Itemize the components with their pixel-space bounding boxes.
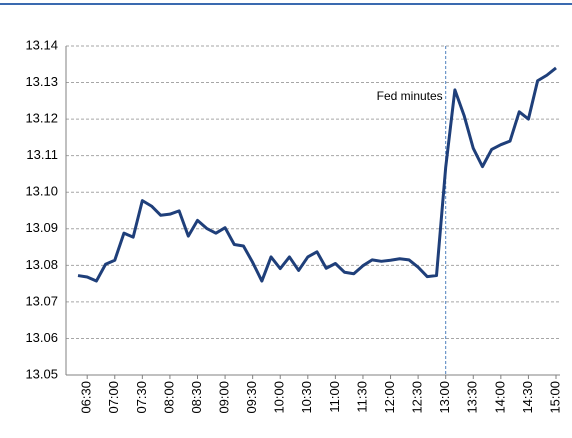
x-tick-label: 12:00 (382, 381, 397, 414)
y-tick-label: 13.05 (25, 366, 58, 381)
y-tick-label: 13.06 (25, 330, 58, 345)
x-tick-label: 11:30 (354, 381, 369, 413)
y-tick-label: 13.14 (25, 37, 58, 52)
y-tick-label: 13.11 (26, 147, 58, 162)
x-tick-label: 08:00 (161, 381, 176, 414)
x-tick-label: 12:30 (410, 381, 425, 414)
y-tick-label: 13.10 (25, 184, 58, 199)
x-tick-label: 08:30 (189, 381, 204, 414)
x-tick-label: 10:00 (272, 381, 287, 414)
x-tick-label: 13:00 (437, 381, 452, 414)
y-tick-label: 13.09 (25, 220, 58, 235)
x-tick-label: 10:30 (299, 381, 314, 414)
x-tick-label: 09:00 (217, 381, 232, 414)
y-tick-label: 13.08 (25, 257, 58, 272)
x-tick-label: 14:00 (492, 381, 507, 414)
x-tick-label: 07:00 (106, 381, 121, 414)
x-tick-label: 09:30 (244, 381, 259, 414)
x-tick-label: 07:30 (134, 381, 149, 414)
annotation: Fed minutes (377, 89, 443, 103)
x-tick-label: 15:00 (547, 381, 562, 414)
x-tick-label: 06:30 (79, 381, 94, 414)
y-tick-label: 13.12 (25, 111, 58, 126)
y-tick-label: 13.07 (25, 293, 58, 308)
x-tick-label: 14:30 (520, 381, 535, 414)
series-line (77, 66, 557, 283)
x-tick-label: 11:00 (327, 381, 342, 413)
x-tick-label: 13:30 (465, 381, 480, 414)
y-tick-label: 13.13 (25, 74, 58, 89)
